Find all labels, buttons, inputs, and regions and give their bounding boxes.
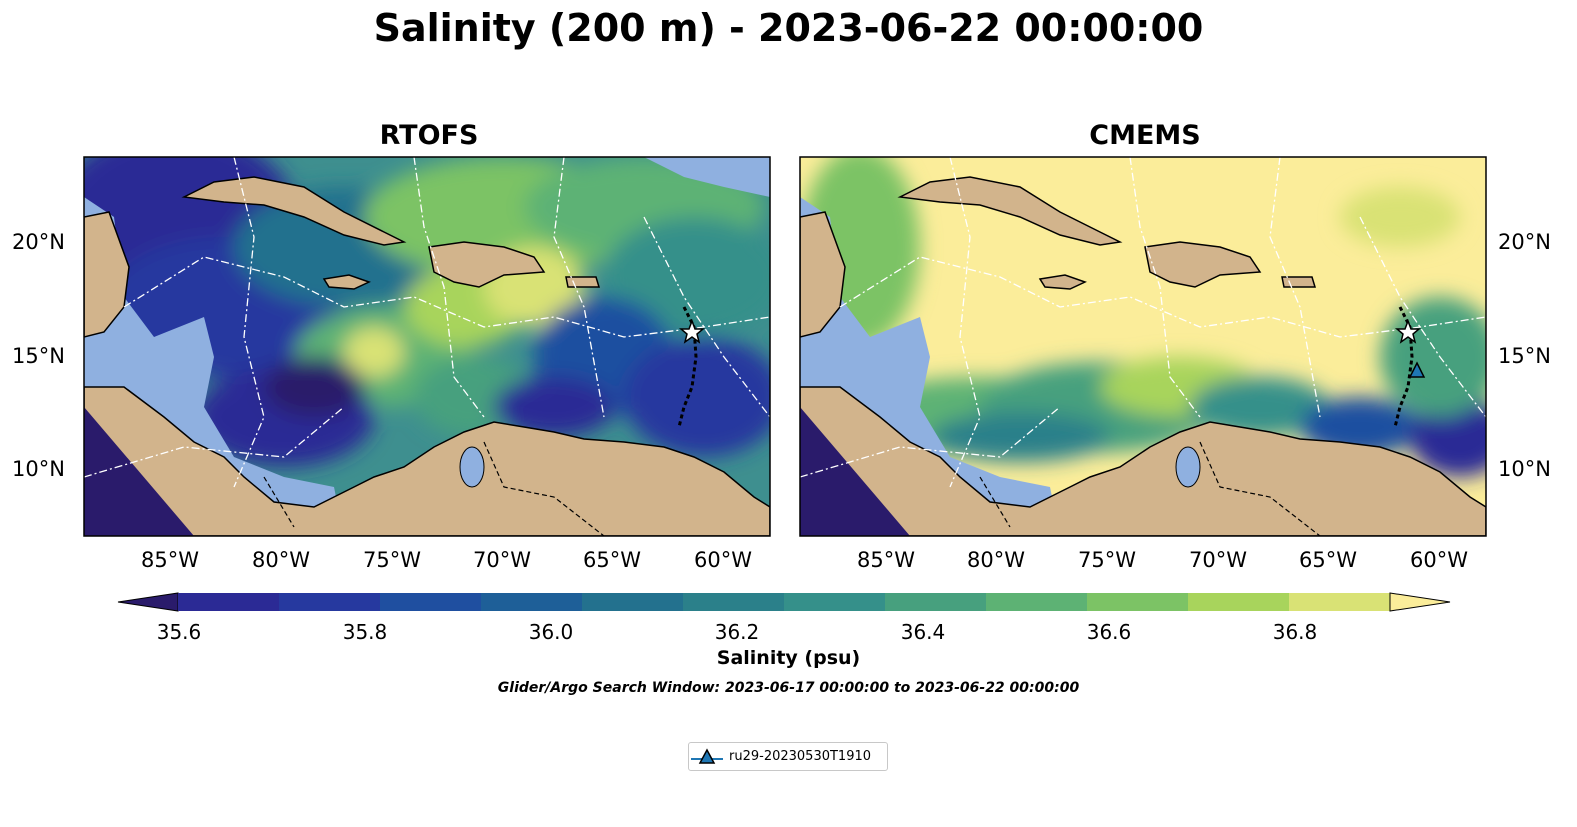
colorbar-tick: 36.8 [1272, 620, 1318, 644]
colorbar-segment [1289, 593, 1391, 611]
panel-title-rtofs: RTOFS [379, 120, 479, 151]
lon-tick-70w: 70°W [1189, 548, 1247, 572]
map-cmems [799, 156, 1487, 537]
colorbar-segment [986, 593, 1088, 611]
colorbar-segment [178, 593, 280, 611]
colorbar-segment [885, 593, 987, 611]
colorbar-segment [481, 593, 583, 611]
colorbar-segment [784, 593, 886, 611]
lat-tick-20n: 20°N [1498, 230, 1551, 254]
colorbar-extend-high [1389, 592, 1451, 612]
lat-tick-10n: 10°N [1498, 457, 1551, 481]
legend: ru29-20230530T1910 [688, 742, 888, 771]
lat-tick-15n: 15°N [1498, 344, 1551, 368]
triangle-icon [691, 747, 723, 764]
colorbar-segment [1087, 593, 1189, 611]
lon-tick-75w: 75°W [363, 548, 421, 572]
colorbar-tick: 35.8 [342, 620, 388, 644]
lon-tick-85w: 85°W [141, 548, 199, 572]
lon-tick-65w: 65°W [1299, 548, 1357, 572]
figure-title: Salinity (200 m) - 2023-06-22 00:00:00 [373, 6, 1204, 50]
map-rtofs [83, 156, 771, 537]
lon-tick-60w: 60°W [1410, 548, 1468, 572]
lat-tick-10n: 10°N [12, 457, 65, 481]
lon-tick-70w: 70°W [473, 548, 531, 572]
colorbar-segment [683, 593, 785, 611]
colorbar-extend-low [117, 592, 179, 612]
colorbar-tick: 36.4 [900, 620, 946, 644]
legend-label: ru29-20230530T1910 [729, 749, 872, 764]
lat-tick-15n: 15°N [12, 344, 65, 368]
colorbar-tick: 36.2 [714, 620, 760, 644]
lon-tick-75w: 75°W [1078, 548, 1136, 572]
colorbar-label: Salinity (psu) [716, 647, 861, 669]
lat-tick-20n: 20°N [12, 230, 65, 254]
colorbar-tick: 36.0 [528, 620, 574, 644]
colorbar-segment [582, 593, 684, 611]
colorbar-tick: 36.6 [1086, 620, 1132, 644]
colorbar-segment [279, 593, 381, 611]
lon-tick-80w: 80°W [967, 548, 1025, 572]
colorbar-segment [1188, 593, 1290, 611]
colorbar [117, 592, 1451, 612]
colorbar-segment [380, 593, 482, 611]
lon-tick-85w: 85°W [857, 548, 915, 572]
lon-tick-60w: 60°W [694, 548, 752, 572]
lon-tick-65w: 65°W [583, 548, 641, 572]
panel-title-cmems: CMEMS [1089, 120, 1201, 151]
search-window-note: Glider/Argo Search Window: 2023-06-17 00… [497, 680, 1080, 696]
lon-tick-80w: 80°W [252, 548, 310, 572]
colorbar-tick: 35.6 [156, 620, 202, 644]
